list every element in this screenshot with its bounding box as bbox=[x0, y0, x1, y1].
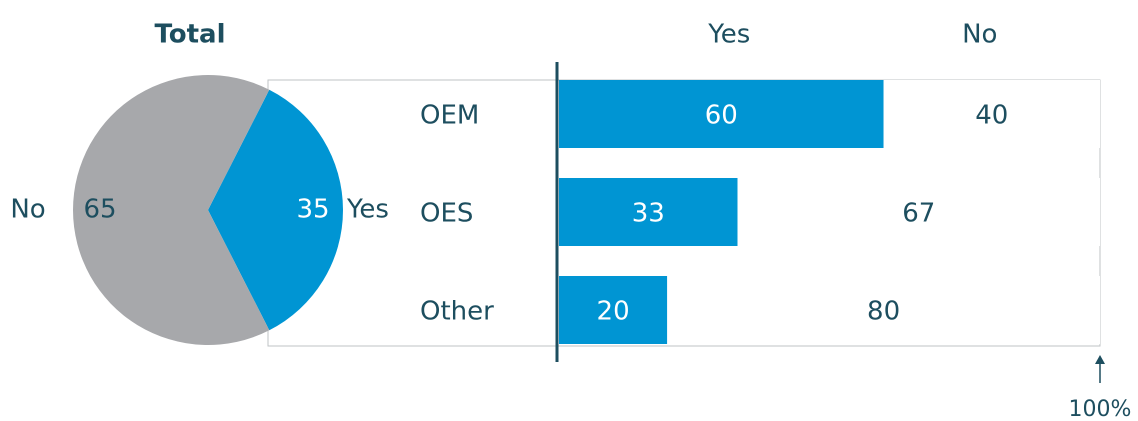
category-label: OES bbox=[420, 199, 473, 229]
bar-segment bbox=[883, 80, 1100, 148]
bar-value: 33 bbox=[632, 199, 665, 229]
series-header: No bbox=[962, 20, 997, 50]
bar-value: 80 bbox=[867, 297, 900, 327]
slice-label: Yes bbox=[346, 195, 389, 225]
bar-segment bbox=[559, 276, 668, 344]
category-label: OEM bbox=[420, 101, 479, 131]
tick-arrowhead bbox=[1095, 355, 1105, 364]
bar-value: 20 bbox=[597, 297, 630, 327]
bar-segment bbox=[667, 276, 1100, 344]
slice-label: No bbox=[10, 195, 45, 225]
slice-value: 65 bbox=[83, 195, 116, 225]
pie-slice bbox=[73, 74, 270, 346]
category-label: Other bbox=[420, 297, 494, 327]
bar-value: 60 bbox=[705, 101, 738, 131]
pie-title: Total bbox=[154, 20, 225, 50]
bar-segment bbox=[559, 178, 738, 246]
bar-value: 67 bbox=[902, 199, 935, 229]
bar-segment bbox=[559, 80, 884, 148]
pie-slice bbox=[208, 89, 344, 331]
series-header: Yes bbox=[707, 20, 750, 50]
slice-value: 35 bbox=[296, 195, 329, 225]
tick-label: 100% bbox=[1069, 397, 1132, 421]
bar-value: 40 bbox=[975, 101, 1008, 131]
bar-segment bbox=[737, 178, 1100, 246]
